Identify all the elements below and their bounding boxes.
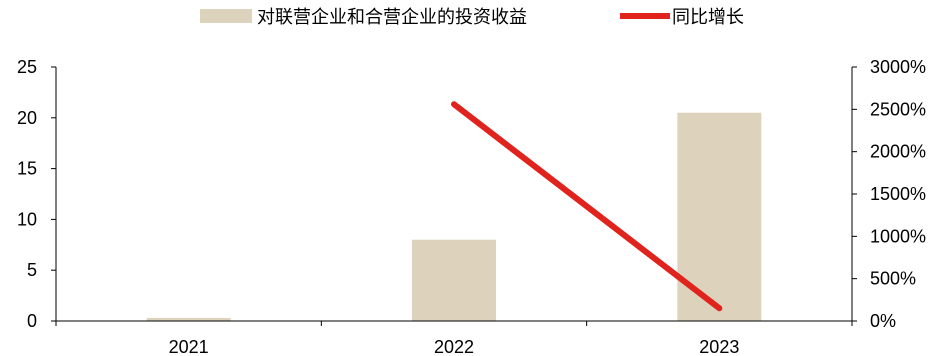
x-axis-ticks: 2021 2022 2023 [55, 321, 853, 356]
y-right-tick-label: 1000% [870, 226, 926, 246]
x-tick-label: 2022 [434, 337, 474, 356]
growth-point [453, 103, 455, 106]
y-axis-right-ticks: 0% 500% 1000% 1500% 2000% 2500% 3000% [852, 57, 926, 331]
bar-2023 [677, 112, 762, 321]
y-right-tick-label: 2500% [870, 99, 926, 119]
y-right-tick-label: 3000% [870, 57, 926, 77]
legend: 对联营企业和合营企业的投资收益 同比增长 [200, 7, 744, 28]
y-left-tick-label: 10 [17, 209, 37, 229]
y-right-tick-label: 1500% [870, 184, 926, 204]
y-right-tick-label: 500% [870, 269, 916, 289]
y-left-tick-label: 5 [27, 260, 37, 280]
y-left-tick-label: 15 [17, 159, 37, 179]
growth-line [451, 101, 723, 312]
y-left-tick-label: 25 [17, 57, 37, 77]
y-right-tick-label: 0% [870, 311, 896, 331]
legend-label-line: 同比增长 [672, 7, 744, 28]
y-left-tick-label: 20 [17, 108, 37, 128]
y-axis-left-ticks: 0 5 10 15 20 25 [17, 57, 56, 331]
bar-series [146, 112, 762, 321]
bar-2021 [146, 317, 231, 321]
line-series [451, 101, 723, 312]
y-right-tick-label: 2000% [870, 142, 926, 162]
legend-swatch-bar [200, 9, 252, 23]
x-tick-label: 2023 [699, 337, 739, 356]
legend-label-bar: 对联营企业和合营企业的投资收益 [257, 7, 527, 28]
x-tick-label: 2021 [169, 337, 209, 356]
growth-point [718, 307, 721, 310]
bar-2022 [412, 239, 496, 321]
y-left-tick-label: 0 [27, 311, 37, 331]
plot-area: 0 5 10 15 20 25 0% 500% 1000% 1500% 2000% 2500% 300… [17, 57, 926, 356]
